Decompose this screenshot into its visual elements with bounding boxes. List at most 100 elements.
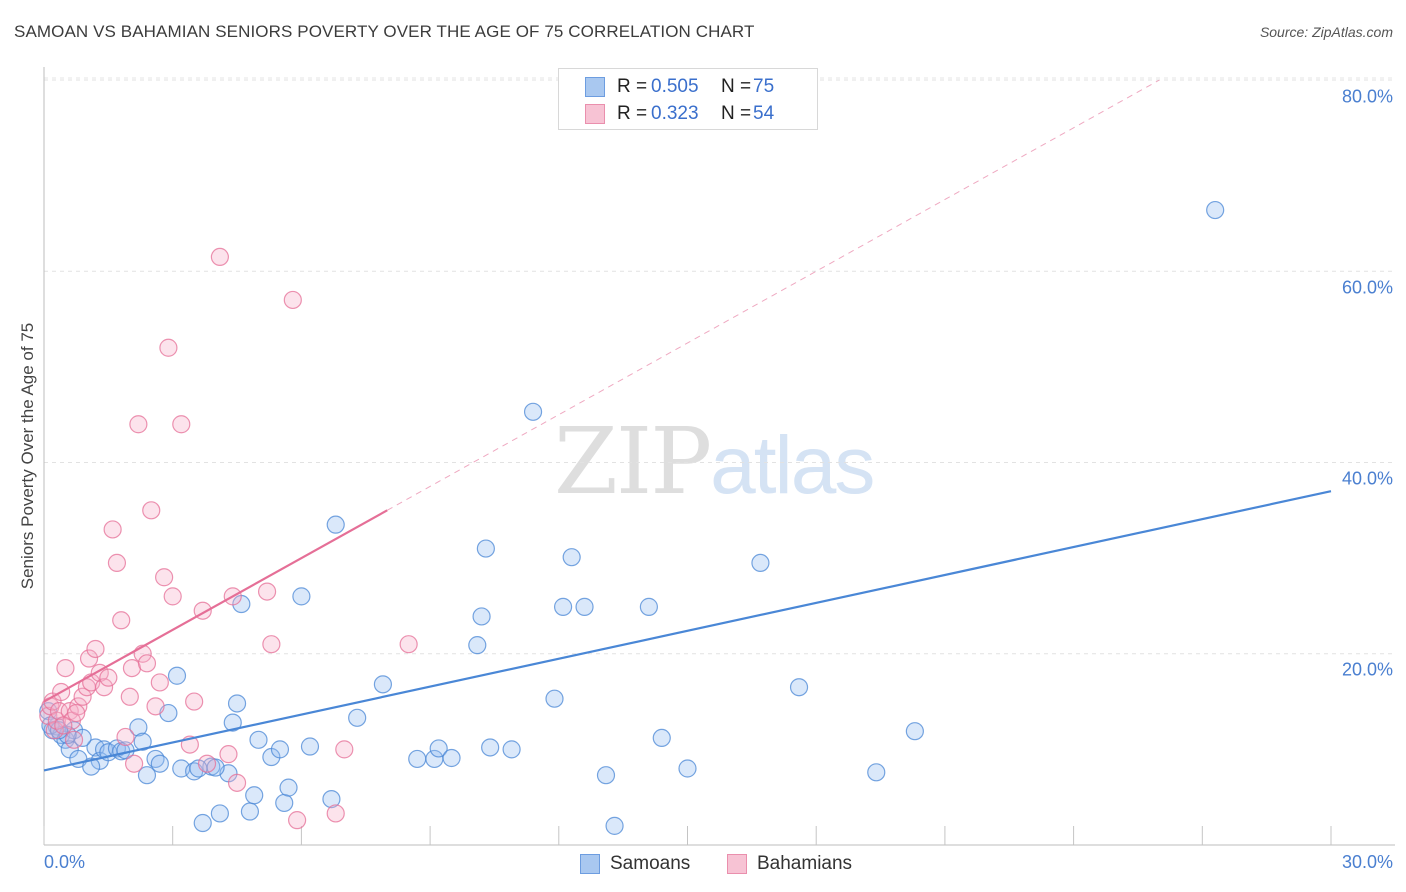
- point-samoans: [223, 713, 242, 732]
- point-samoans: [133, 732, 152, 751]
- legend-n-value: 75: [753, 76, 775, 97]
- point-samoans: [270, 740, 290, 759]
- point-samoans: [502, 740, 521, 759]
- point-bahamians: [142, 501, 161, 520]
- point-bahamians: [64, 730, 84, 749]
- legend-n-value: 54: [753, 103, 775, 124]
- bottom-legend-label: Bahamians: [757, 853, 853, 874]
- point-samoans: [129, 718, 148, 737]
- point-bahamians: [67, 703, 86, 723]
- legend-n-label: N =: [721, 76, 752, 97]
- legend-r-value: 0.505: [651, 76, 699, 97]
- point-samoans: [639, 597, 658, 616]
- point-samoans: [167, 666, 187, 685]
- y-tick-label: 20.0%: [1341, 659, 1393, 680]
- point-bahamians: [163, 587, 182, 606]
- bottom-legend-bahamians: Bahamians: [727, 852, 852, 876]
- point-samoans: [137, 766, 157, 785]
- point-bahamians: [227, 773, 247, 792]
- point-samoans: [279, 778, 298, 797]
- point-bahamians: [335, 740, 354, 759]
- legend-swatch-samoans: [585, 77, 605, 97]
- point-samoans: [429, 739, 448, 758]
- point-samoans: [523, 402, 543, 421]
- bottom-legend-label: Samoans: [610, 853, 691, 874]
- point-samoans: [472, 607, 491, 626]
- point-samoans: [789, 678, 809, 697]
- point-samoans: [300, 737, 320, 756]
- trendline-samoans: [43, 490, 1332, 772]
- point-bahamians: [79, 649, 99, 668]
- point-bahamians: [56, 658, 75, 678]
- point-samoans: [867, 763, 886, 782]
- point-samoans: [240, 802, 260, 821]
- point-samoans: [652, 728, 671, 748]
- y-tick-label: 60.0%: [1341, 277, 1393, 298]
- trendline-bahamians: [43, 509, 388, 703]
- point-samoans: [249, 730, 268, 749]
- bottom-legend-swatch-samoans: [580, 854, 600, 874]
- legend-r-label: R =: [617, 103, 648, 124]
- point-samoans: [210, 804, 229, 823]
- point-samoans: [326, 515, 345, 534]
- point-samoans: [442, 748, 461, 768]
- point-samoans: [322, 789, 341, 809]
- legend-r-value: 0.323: [651, 103, 699, 124]
- point-bahamians: [197, 754, 217, 773]
- point-bahamians: [150, 673, 169, 692]
- point-samoans: [481, 738, 500, 757]
- point-bahamians: [146, 697, 165, 716]
- watermark: ZIPatlas: [554, 408, 875, 515]
- point-samoans: [905, 722, 924, 741]
- point-bahamians: [120, 687, 139, 706]
- point-bahamians: [399, 635, 418, 654]
- bottom-legend-samoans: Samoans: [580, 852, 690, 876]
- y-tick-label: 80.0%: [1341, 86, 1393, 107]
- point-samoans: [562, 548, 581, 567]
- point-bahamians: [86, 639, 105, 659]
- point-bahamians: [172, 415, 191, 434]
- point-samoans: [408, 749, 427, 769]
- point-samoans: [227, 694, 247, 713]
- y-tick-label: 40.0%: [1341, 468, 1393, 489]
- point-bahamians: [185, 692, 204, 711]
- point-bahamians: [288, 811, 307, 830]
- point-bahamians: [155, 568, 174, 587]
- point-samoans: [575, 597, 594, 616]
- point-bahamians: [94, 678, 114, 697]
- point-bahamians: [326, 804, 345, 823]
- x-tick-label: 30.0%: [1341, 852, 1393, 872]
- source-label: Source: ZipAtlas.com: [1259, 24, 1393, 40]
- point-bahamians: [122, 658, 142, 678]
- point-bahamians: [124, 754, 144, 773]
- point-samoans: [275, 793, 294, 813]
- legend-r-label: R =: [617, 76, 648, 97]
- point-bahamians: [159, 338, 178, 357]
- point-samoans: [206, 758, 225, 777]
- point-samoans: [678, 759, 697, 778]
- legend-swatch-bahamians: [585, 104, 605, 124]
- point-samoans: [545, 689, 564, 708]
- point-samoans: [150, 754, 169, 773]
- watermark-zip: ZIP: [554, 408, 712, 515]
- watermark-atlas: atlas: [710, 420, 875, 511]
- point-bahamians: [257, 582, 277, 601]
- point-bahamians: [107, 553, 127, 573]
- legend-row-samoans: R = 0.505 N = 75: [585, 75, 774, 99]
- point-samoans: [605, 816, 624, 835]
- point-samoans: [292, 587, 311, 606]
- point-bahamians: [69, 697, 88, 716]
- point-bahamians: [262, 635, 281, 654]
- point-bahamians: [137, 654, 157, 673]
- legend-row-bahamians: R = 0.323 N = 54: [585, 102, 774, 126]
- point-bahamians: [73, 687, 92, 706]
- point-samoans: [82, 757, 101, 776]
- point-samoans: [751, 553, 770, 573]
- point-bahamians: [210, 247, 229, 267]
- point-samoans: [596, 766, 616, 785]
- trendline-extension-bahamians: [386, 79, 1160, 511]
- point-samoans: [468, 636, 487, 655]
- point-bahamians: [116, 727, 135, 747]
- point-samoans: [476, 539, 495, 558]
- bottom-legend-swatch-bahamians: [727, 854, 747, 874]
